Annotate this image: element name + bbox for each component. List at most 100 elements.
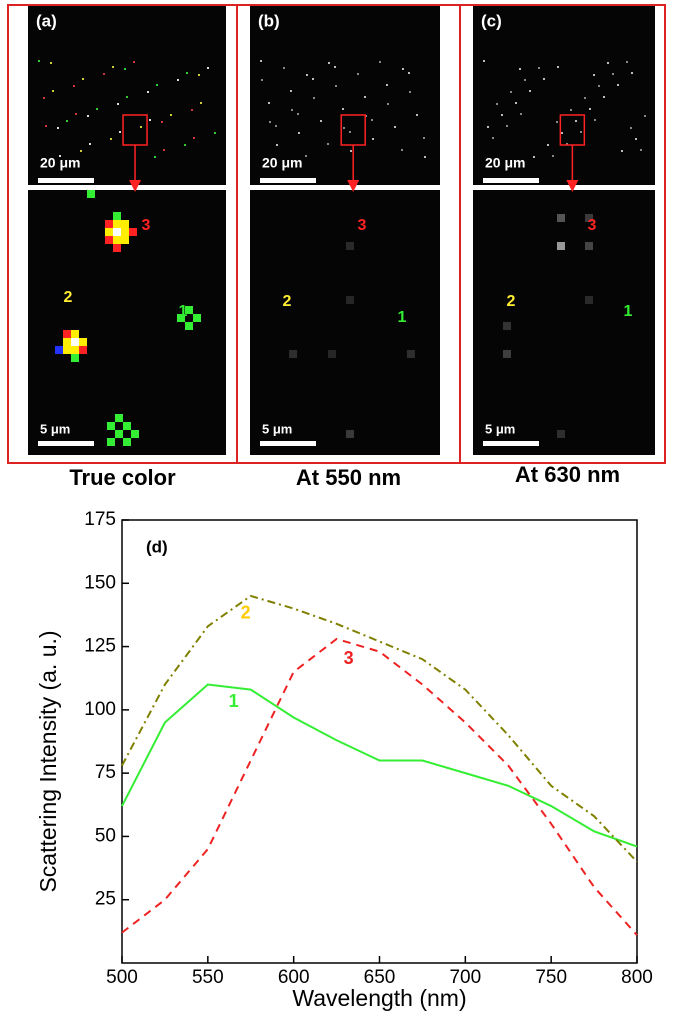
pixel	[557, 242, 565, 250]
speck	[161, 121, 163, 123]
speck	[275, 125, 277, 127]
speck	[43, 97, 45, 99]
speck	[57, 127, 59, 129]
speck	[424, 156, 426, 158]
speck	[357, 73, 359, 75]
panel-caption: At 550 nm	[296, 465, 401, 490]
panel-frame	[459, 4, 666, 464]
speck	[626, 61, 628, 63]
panel-label: (b)	[258, 11, 280, 30]
pixel	[113, 244, 121, 252]
speck	[177, 79, 179, 81]
y-tick-label: 150	[84, 572, 116, 593]
pixel	[585, 296, 593, 304]
marker-label: 3	[588, 217, 597, 234]
pixel	[346, 242, 354, 250]
speck	[82, 78, 84, 80]
speck	[154, 156, 156, 158]
pixel	[107, 422, 115, 430]
panel-label: (d)	[146, 537, 168, 556]
pixel	[105, 228, 113, 236]
speck	[386, 84, 388, 86]
speck	[589, 108, 591, 110]
speck	[515, 102, 517, 104]
speck	[409, 91, 411, 93]
speck	[372, 138, 374, 140]
speck	[200, 102, 202, 104]
pixel	[289, 350, 297, 358]
speck	[297, 113, 299, 115]
pixel	[123, 422, 131, 430]
speck	[133, 61, 135, 63]
series-annotation: 2	[241, 602, 251, 622]
speck	[416, 114, 418, 116]
speck	[598, 85, 600, 87]
speck	[207, 67, 209, 69]
arrowhead	[347, 180, 360, 192]
series-line	[121, 637, 638, 936]
y-tick-label: 50	[95, 825, 116, 846]
pixel	[193, 314, 201, 322]
speck	[343, 127, 345, 129]
speck	[268, 102, 270, 104]
speck	[612, 73, 614, 75]
speck	[492, 137, 494, 139]
pixel	[55, 346, 63, 354]
series-line	[121, 683, 638, 848]
speck	[260, 60, 262, 62]
speck	[291, 109, 293, 111]
pixel	[503, 350, 511, 358]
speck	[487, 126, 489, 128]
speck	[379, 61, 381, 63]
speck	[635, 138, 637, 140]
speck	[306, 74, 308, 76]
speck	[261, 79, 263, 81]
arrowhead	[566, 180, 579, 192]
plot-frame	[121, 519, 638, 964]
speck	[402, 68, 404, 70]
speck	[423, 137, 425, 139]
scale-bar	[483, 178, 539, 183]
speck	[371, 119, 373, 121]
pixel	[71, 346, 79, 354]
speck	[156, 84, 158, 86]
scale-bar	[38, 441, 94, 446]
pixel	[113, 212, 121, 220]
marker-label: 3	[358, 217, 367, 234]
panel-label: (a)	[36, 11, 57, 30]
overview-image	[473, 6, 655, 185]
pixel	[113, 228, 121, 236]
speck	[364, 96, 366, 98]
speck	[630, 127, 632, 129]
x-tick-label: 550	[192, 967, 224, 988]
speck	[80, 150, 82, 152]
speck	[193, 137, 195, 139]
pixel	[503, 322, 511, 330]
speck	[110, 138, 112, 140]
pixel	[557, 430, 565, 438]
speck	[401, 149, 403, 151]
speck	[533, 156, 535, 158]
speck	[506, 125, 508, 127]
speck	[89, 143, 91, 145]
x-tick-label: 800	[621, 967, 653, 988]
speck	[191, 109, 193, 111]
speck	[621, 150, 623, 152]
speck	[96, 108, 98, 110]
pixel	[129, 228, 137, 236]
pixel	[71, 338, 79, 346]
speck	[552, 155, 554, 157]
pixel	[63, 338, 71, 346]
scale-label: 20 μm	[485, 155, 525, 171]
arrowhead	[129, 180, 142, 192]
speck	[124, 68, 126, 70]
pixel	[87, 190, 95, 198]
speck	[566, 143, 568, 145]
speck	[198, 74, 200, 76]
pixel	[123, 438, 131, 446]
speck	[328, 62, 330, 64]
scale-bar	[260, 178, 316, 183]
pixel	[79, 346, 87, 354]
speck	[163, 149, 165, 151]
